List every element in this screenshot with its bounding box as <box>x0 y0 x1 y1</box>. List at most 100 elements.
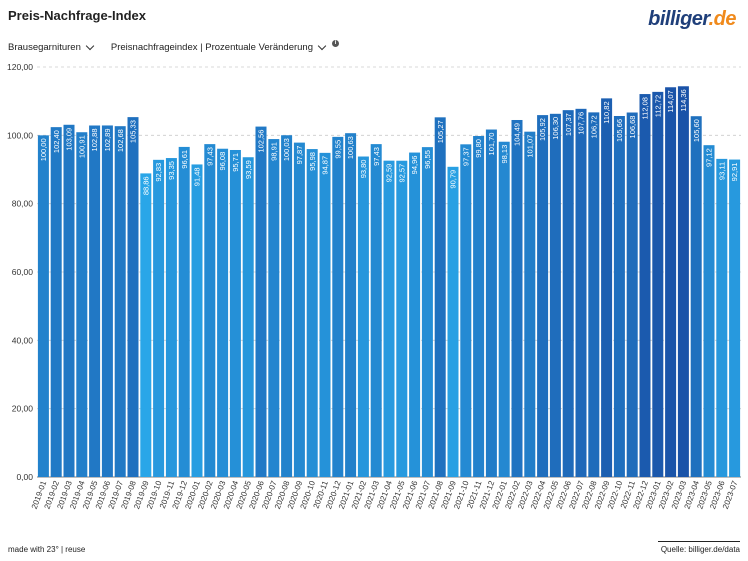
y-tick-label: 100,00 <box>7 130 33 140</box>
bar <box>217 148 229 477</box>
bar <box>293 142 305 477</box>
made-with-credit[interactable]: made with 23° | reuse <box>8 545 86 554</box>
y-tick-label: 120,00 <box>7 62 33 72</box>
bar-value-label: 105,60 <box>692 119 701 142</box>
bar <box>114 126 126 477</box>
bar-value-label: 100,91 <box>77 135 86 158</box>
bar <box>357 156 369 477</box>
bar-value-label: 105,92 <box>538 118 547 141</box>
bar-value-label: 88,86 <box>141 176 150 195</box>
bar-value-label: 93,80 <box>359 160 368 179</box>
bar-value-label: 102,40 <box>52 130 61 153</box>
bar-value-label: 107,37 <box>564 113 573 136</box>
bar <box>37 135 49 478</box>
bar <box>639 94 651 477</box>
bar <box>473 136 485 477</box>
bar-value-label: 99,80 <box>474 139 483 158</box>
bar-value-label: 100,03 <box>282 138 291 161</box>
bar-value-label: 114,07 <box>666 90 675 112</box>
category-dropdown[interactable]: Brausegarnituren <box>8 41 95 53</box>
bar-value-label: 106,68 <box>628 116 637 139</box>
bar <box>101 125 113 477</box>
bar <box>281 135 293 477</box>
bar <box>716 158 728 478</box>
bar <box>537 115 549 478</box>
bar <box>588 112 600 477</box>
y-tick-label: 40,00 <box>12 335 34 345</box>
bar-value-label: 92,57 <box>397 164 406 183</box>
info-icon[interactable]: i <box>332 40 339 47</box>
page-title: Preis-Nachfrage-Index <box>8 8 146 23</box>
brand-logo[interactable]: billiger.de <box>648 8 736 31</box>
y-tick-label: 0,00 <box>16 472 33 482</box>
bar <box>665 87 677 477</box>
bar-value-label: 94,96 <box>410 156 419 175</box>
bar-value-label: 112,72 <box>653 95 662 117</box>
bar-value-label: 97,43 <box>205 147 214 166</box>
bar <box>76 132 88 477</box>
bar <box>204 144 216 477</box>
bar <box>677 86 689 478</box>
bar-value-label: 106,30 <box>551 117 560 140</box>
bar-value-label: 98,91 <box>269 142 278 161</box>
bar-value-label: 112,08 <box>641 97 650 119</box>
bar-value-label: 96,61 <box>180 150 189 169</box>
bar <box>485 129 497 477</box>
y-tick-label: 60,00 <box>12 267 34 277</box>
bar-value-label: 100,00 <box>39 138 48 161</box>
bar <box>626 112 638 477</box>
category-dropdown-label: Brausegarnituren <box>8 42 81 53</box>
chart-controls: Brausegarnituren Preisnachfrageindex | P… <box>8 40 339 53</box>
bar-value-label: 90,79 <box>449 170 458 189</box>
bar-value-label: 96,08 <box>218 152 227 171</box>
bar <box>268 139 280 477</box>
bar <box>165 158 177 477</box>
bar-value-label: 92,59 <box>385 164 394 183</box>
bar <box>242 157 254 477</box>
bar-value-label: 102,88 <box>90 128 99 151</box>
bar <box>191 164 203 477</box>
bar <box>63 124 75 478</box>
bar <box>140 173 152 477</box>
bar <box>703 145 715 477</box>
bar-value-label: 114,36 <box>679 89 688 111</box>
bar <box>89 125 101 477</box>
bar <box>50 127 62 477</box>
bar-value-label: 93,35 <box>167 161 176 180</box>
y-tick-label: 80,00 <box>12 199 34 209</box>
bar-value-label: 103,09 <box>65 128 74 151</box>
bar-value-label: 106,72 <box>589 115 598 138</box>
bar <box>447 166 459 477</box>
source-credit[interactable]: Quelle: billiger.de/data <box>660 545 740 554</box>
bar <box>345 133 357 477</box>
metric-dropdown[interactable]: Preisnachfrageindex | Prozentuale Veränd… <box>111 40 339 53</box>
bar <box>421 147 433 477</box>
bar-value-label: 101,70 <box>487 133 496 156</box>
logo-text-suffix: .de <box>708 8 737 30</box>
bar-value-label: 95,71 <box>231 153 240 172</box>
bar <box>524 131 536 478</box>
bar-value-label: 95,98 <box>308 152 317 171</box>
bar-value-label: 102,89 <box>103 128 112 151</box>
bar-value-label: 92,83 <box>154 163 163 182</box>
bar <box>306 149 318 477</box>
bar <box>127 117 139 477</box>
bar <box>332 136 344 477</box>
bar-value-label: 99,55 <box>333 140 342 159</box>
bar <box>319 152 331 477</box>
bar <box>229 149 241 477</box>
bar <box>575 108 587 477</box>
logo-text-main: billiger <box>648 8 709 30</box>
bar-value-label: 105,27 <box>436 120 445 143</box>
bar <box>409 152 421 477</box>
bar-value-label: 102,68 <box>116 129 125 152</box>
bar-value-label: 110,82 <box>602 101 611 123</box>
bar <box>601 98 613 478</box>
bar <box>434 117 446 477</box>
bar-value-label: 98,13 <box>500 145 509 164</box>
y-tick-label: 20,00 <box>12 404 34 414</box>
bar <box>549 113 561 477</box>
bar-value-label: 105,33 <box>129 120 138 143</box>
bar <box>511 119 523 478</box>
